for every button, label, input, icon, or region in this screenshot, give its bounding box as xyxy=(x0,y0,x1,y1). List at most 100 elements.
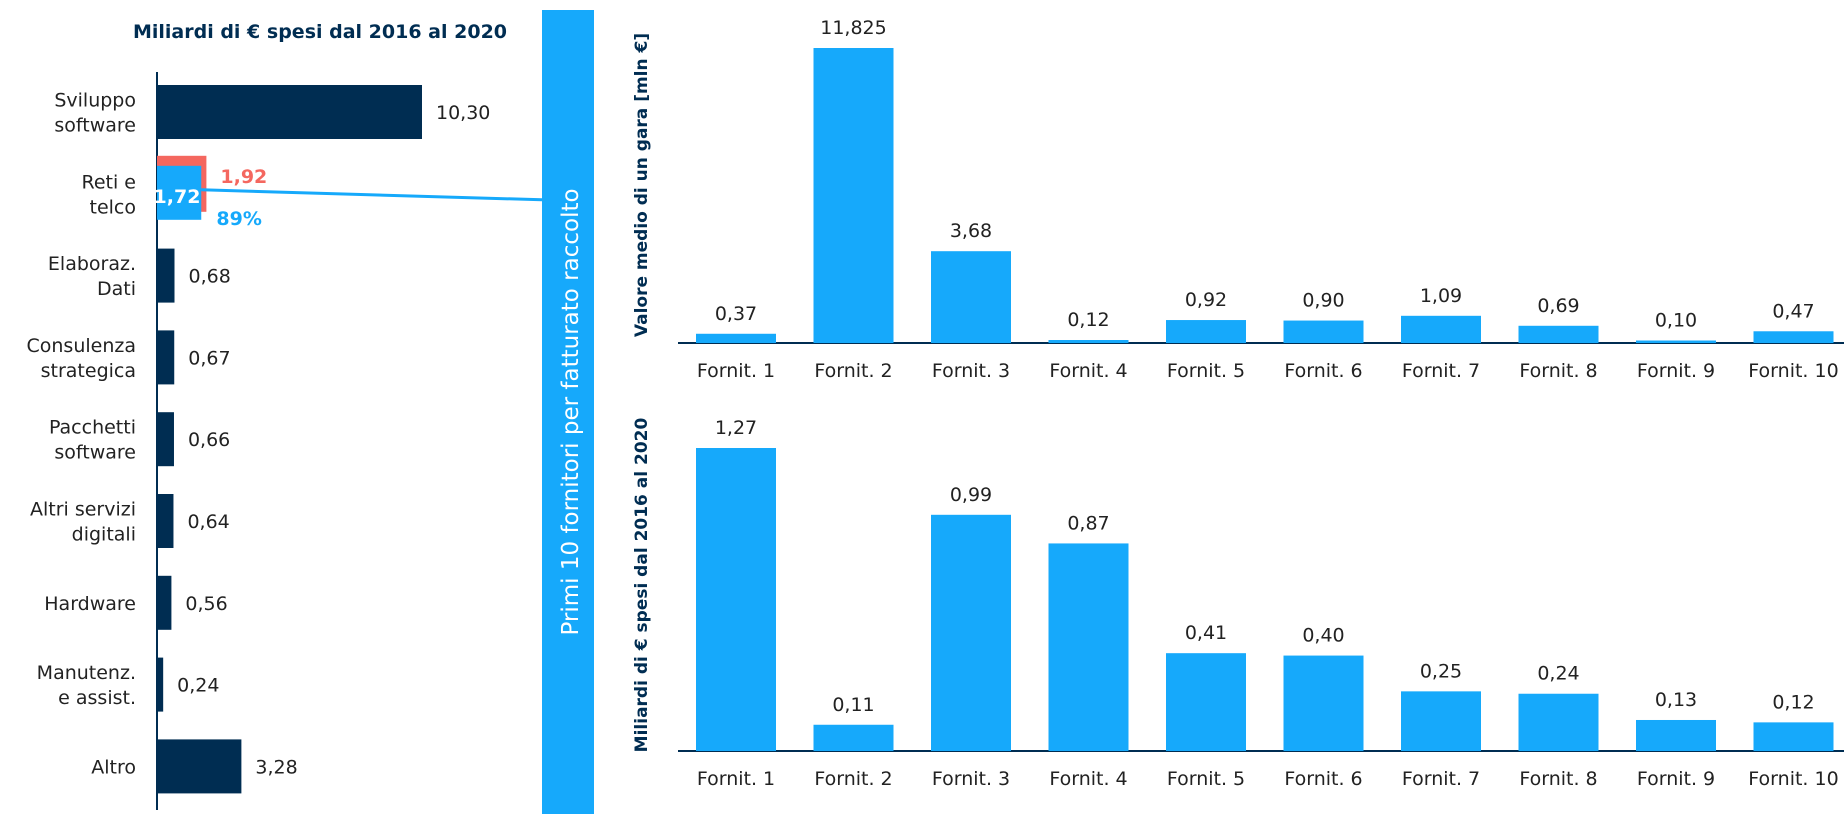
bar xyxy=(931,514,1011,751)
category-label: e assist. xyxy=(58,687,136,709)
bar xyxy=(1636,340,1716,343)
category-label: Fornit. 4 xyxy=(1049,768,1127,790)
category-label: Fornit. 3 xyxy=(932,768,1010,790)
bottom-bars: 1,27 Fornit. 1 0,11 Fornit. 2 0,99 Fornit. 3 0… xyxy=(696,417,1839,790)
left-bars: Sviluppo software 10,30 Reti e telco 1,72 1,92… xyxy=(26,85,543,794)
category-label: Manutenz. xyxy=(37,662,136,684)
bar-value-label: 0,24 xyxy=(177,675,219,697)
category-label: Fornit. 7 xyxy=(1402,360,1480,382)
bar-value-label: 0,90 xyxy=(1302,290,1344,312)
category-label: Dati xyxy=(97,278,136,300)
bar-value-label: 0,69 xyxy=(1537,295,1579,317)
bar-total-label: 1,92 xyxy=(220,166,267,188)
category-label: telco xyxy=(90,196,137,218)
bar-subset xyxy=(157,165,202,220)
bar-value-label: 1,27 xyxy=(715,417,757,439)
category-label: Sviluppo xyxy=(54,90,136,112)
bar xyxy=(1401,691,1481,751)
top-right-bar-chart: Valore medio di un gara [mln €] 0,37 Forn… xyxy=(632,17,1844,382)
bar xyxy=(1636,719,1716,751)
category-label: Consulenza xyxy=(26,335,136,357)
bar xyxy=(1166,320,1246,343)
category-label: Fornit. 2 xyxy=(814,768,892,790)
category-label: Fornit. 1 xyxy=(697,768,775,790)
category-label: Reti e xyxy=(82,171,137,193)
category-label: Altro xyxy=(91,756,136,778)
left-horizontal-bar-chart: Miliardi di € spesi dal 2016 al 2020 Svi… xyxy=(26,21,543,810)
bar xyxy=(157,739,242,794)
category-label: Fornit. 2 xyxy=(814,360,892,382)
bar-value-label: 1,09 xyxy=(1420,285,1462,307)
bottom-right-bar-chart: Miliardi di € spesi dal 2016 al 2020 1,2… xyxy=(632,417,1844,790)
bar xyxy=(1048,340,1129,343)
category-label: digitali xyxy=(72,524,136,546)
bar-value-label: 10,30 xyxy=(436,102,490,124)
category-label: Hardware xyxy=(44,593,136,615)
bar xyxy=(157,412,174,467)
bar xyxy=(157,248,175,303)
bar-subset-label: 1,72 xyxy=(154,186,201,208)
bar xyxy=(1753,331,1834,343)
category-label: Fornit. 4 xyxy=(1049,360,1127,382)
bar xyxy=(157,330,175,385)
category-label: Fornit. 9 xyxy=(1637,360,1715,382)
bar xyxy=(931,251,1011,343)
bar-value-label: 0,11 xyxy=(832,694,874,716)
bar-value-label: 0,56 xyxy=(185,593,227,615)
bottom-chart-ylabel: Miliardi di € spesi dal 2016 al 2020 xyxy=(632,418,652,753)
category-label: Pacchetti xyxy=(49,417,136,439)
bar-value-label: 0,67 xyxy=(188,347,230,369)
top10-band-rect xyxy=(542,10,594,814)
category-label: Fornit. 1 xyxy=(697,360,775,382)
bar-value-label: 0,66 xyxy=(188,429,230,451)
category-label: Fornit. 8 xyxy=(1519,768,1597,790)
left-chart-title: Miliardi di € spesi dal 2016 al 2020 xyxy=(133,21,507,43)
bar-value-label: 0,25 xyxy=(1420,660,1462,682)
category-label: Fornit. 7 xyxy=(1402,768,1480,790)
bar-value-label: 3,68 xyxy=(950,220,992,242)
category-label: Fornit. 6 xyxy=(1284,768,1362,790)
bar-value-label: 0,10 xyxy=(1655,310,1697,332)
bar xyxy=(1518,325,1599,343)
top10-band-label: Primi 10 fornitori per fatturato raccolt… xyxy=(558,188,584,635)
bar xyxy=(157,494,174,548)
bar-value-label: 0,40 xyxy=(1302,625,1344,647)
category-label: Elaboraz. xyxy=(48,253,136,275)
bar-value-label: 0,47 xyxy=(1772,300,1814,322)
bar xyxy=(1753,722,1834,751)
bar xyxy=(696,333,776,343)
bar-value-label: 0,64 xyxy=(187,511,229,533)
category-label: Fornit. 10 xyxy=(1748,768,1838,790)
category-label: Fornit. 5 xyxy=(1167,360,1245,382)
bar-value-label: 0,12 xyxy=(1067,309,1109,331)
category-label: Fornit. 5 xyxy=(1167,768,1245,790)
category-label: Altri servizi xyxy=(30,499,136,521)
bar xyxy=(1166,653,1246,751)
bar-value-label: 0,37 xyxy=(715,303,757,325)
bar-value-label: 0,13 xyxy=(1655,689,1697,711)
top-chart-ylabel: Valore medio di un gara [mln €] xyxy=(632,33,652,337)
bar xyxy=(696,448,776,751)
category-label: Fornit. 8 xyxy=(1519,360,1597,382)
bar xyxy=(1518,693,1599,751)
top-bars: 0,37 Fornit. 1 11,825 Fornit. 2 3,68 Fornit. … xyxy=(696,17,1839,382)
bar xyxy=(1401,315,1481,343)
bar xyxy=(157,85,422,139)
bar-value-label: 0,24 xyxy=(1537,663,1579,685)
bar xyxy=(157,575,172,630)
bar xyxy=(1048,543,1129,751)
top10-band: Primi 10 fornitori per fatturato raccolt… xyxy=(542,10,594,814)
bar-value-label: 3,28 xyxy=(255,756,297,778)
category-label: Fornit. 9 xyxy=(1637,768,1715,790)
category-label: software xyxy=(54,442,136,464)
bar xyxy=(1283,320,1364,343)
bar xyxy=(813,724,894,751)
category-label: Fornit. 6 xyxy=(1284,360,1362,382)
bar xyxy=(1283,655,1364,751)
bar xyxy=(157,657,164,712)
category-label: Fornit. 3 xyxy=(932,360,1010,382)
category-label: strategica xyxy=(41,360,136,382)
bar-value-label: 0,87 xyxy=(1067,512,1109,534)
